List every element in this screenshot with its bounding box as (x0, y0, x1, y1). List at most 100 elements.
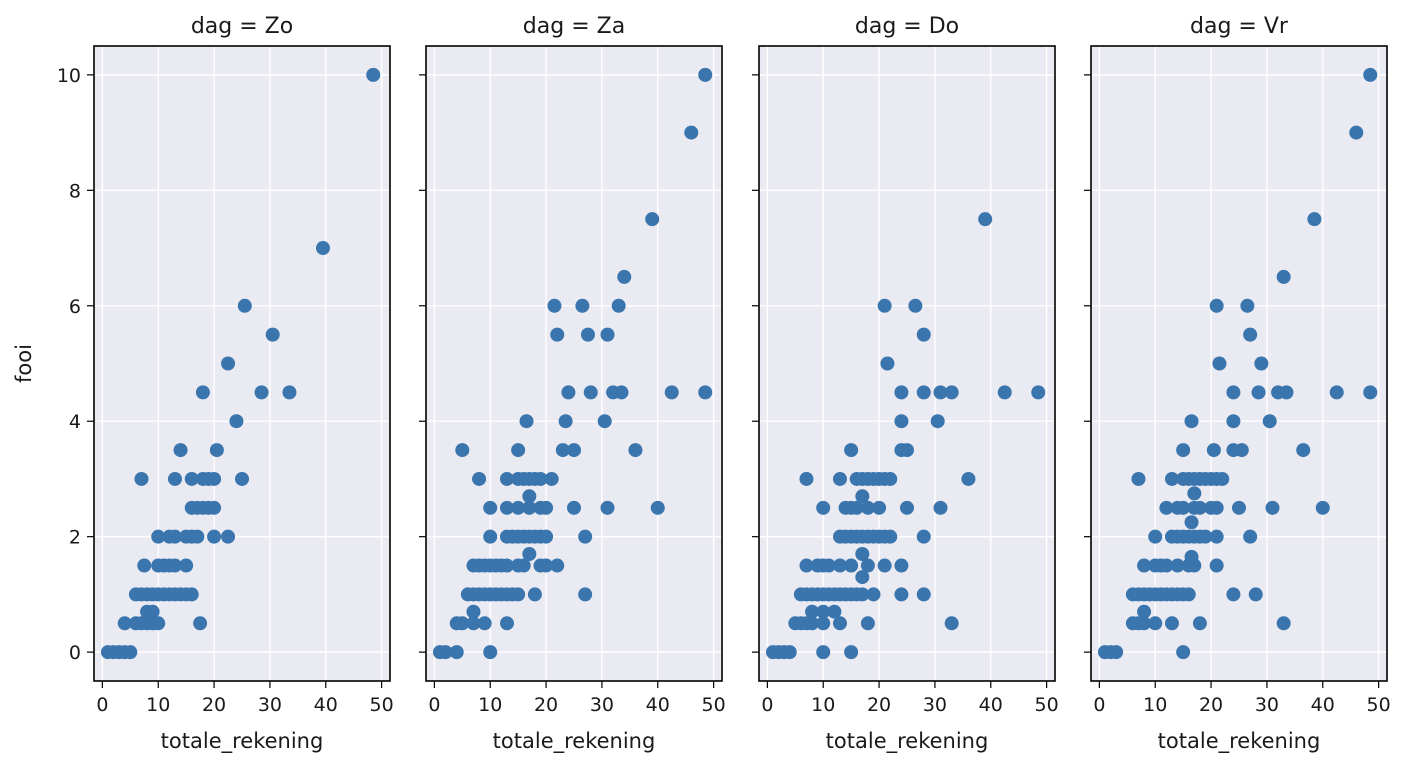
data-point (533, 471, 548, 486)
data-point (1137, 604, 1152, 619)
data-point (1251, 385, 1266, 400)
data-point (145, 604, 160, 619)
data-point (1240, 298, 1255, 313)
data-point (265, 327, 280, 342)
x-axis-label: totale_rekening (1158, 729, 1321, 754)
facet-panel-2: 0 10 20 30 40 50 dag = Za totale_rekening (419, 14, 726, 754)
data-point (151, 529, 166, 544)
data-point (184, 471, 199, 486)
data-point (235, 471, 249, 486)
data-point (466, 604, 481, 619)
data-point (516, 558, 531, 573)
x-tick-label: 0 (1093, 694, 1105, 716)
data-point (933, 385, 948, 400)
data-point (1184, 515, 1199, 530)
x-tick-label: 40 (979, 694, 1003, 716)
data-point (805, 616, 820, 631)
data-point (483, 645, 498, 660)
data-point (617, 269, 632, 284)
data-point (539, 529, 554, 544)
x-tick-label: 30 (590, 694, 614, 716)
data-point (195, 385, 210, 400)
panel-title: dag = Do (855, 14, 959, 39)
data-point (237, 298, 252, 313)
data-point (477, 616, 492, 631)
data-point (821, 558, 836, 573)
data-point (827, 604, 842, 619)
data-point (282, 385, 297, 400)
data-point (597, 414, 612, 429)
data-point (1164, 616, 1179, 631)
data-point (1176, 443, 1191, 458)
data-point (1192, 500, 1207, 515)
data-point (366, 67, 381, 82)
panel-frame (1090, 45, 1388, 682)
data-point (684, 125, 699, 140)
x-tick-label: 10 (478, 694, 502, 716)
data-point (894, 414, 909, 429)
data-point (1243, 529, 1258, 544)
data-point (1181, 587, 1196, 602)
data-point (184, 587, 199, 602)
data-point (1243, 327, 1258, 342)
data-point (1363, 67, 1378, 82)
data-point (1276, 269, 1291, 284)
panel-title: dag = Zo (191, 14, 293, 39)
data-point (539, 500, 554, 515)
data-point (472, 471, 487, 486)
data-point (900, 443, 914, 458)
data-point (167, 529, 182, 544)
y-tick-label: 2 (69, 527, 81, 549)
data-point (578, 587, 593, 602)
data-point (877, 298, 892, 313)
data-point (1215, 471, 1230, 486)
data-point (1349, 125, 1364, 140)
data-point (832, 616, 847, 631)
data-point (550, 558, 565, 573)
data-point (1192, 616, 1207, 631)
y-axis-label: fooi (12, 344, 36, 383)
data-point (151, 616, 166, 631)
x-axis-label: totale_rekening (826, 729, 989, 754)
data-point (805, 604, 820, 619)
data-point (567, 500, 581, 515)
facet-panel-1: 0 10 20 30 40 50 0 2 4 6 8 10 dag = Zo totale_rekenin… (57, 14, 394, 754)
data-point (1187, 486, 1202, 501)
data-point (522, 489, 537, 504)
data-point (944, 385, 959, 400)
data-point (555, 443, 570, 458)
data-point (1279, 385, 1294, 400)
data-point (1164, 471, 1179, 486)
x-axis-label: totale_rekening (161, 729, 324, 754)
data-point (1031, 385, 1046, 400)
data-point (207, 471, 222, 486)
data-point (883, 529, 898, 544)
data-point (799, 558, 814, 573)
y-tick-label: 0 (69, 642, 81, 664)
data-point (1198, 529, 1213, 544)
y-tick-label: 6 (69, 296, 81, 318)
data-point (1234, 443, 1249, 458)
data-point (855, 489, 870, 504)
x-tick-label: 30 (258, 694, 282, 716)
data-point (860, 616, 875, 631)
data-point (209, 443, 224, 458)
x-tick-label: 10 (1143, 694, 1167, 716)
data-point (567, 443, 581, 458)
data-point (511, 443, 526, 458)
data-point (600, 500, 615, 515)
x-tick-label: 50 (370, 694, 394, 716)
data-point (1212, 356, 1227, 371)
x-tick-label: 30 (923, 694, 947, 716)
data-point (483, 500, 498, 515)
data-point (1232, 500, 1246, 515)
data-point (600, 327, 615, 342)
data-point (664, 385, 679, 400)
data-point (499, 471, 514, 486)
data-point (1209, 529, 1224, 544)
data-point (1248, 587, 1263, 602)
data-point (1148, 616, 1163, 631)
data-point (455, 443, 470, 458)
data-point (539, 558, 554, 573)
